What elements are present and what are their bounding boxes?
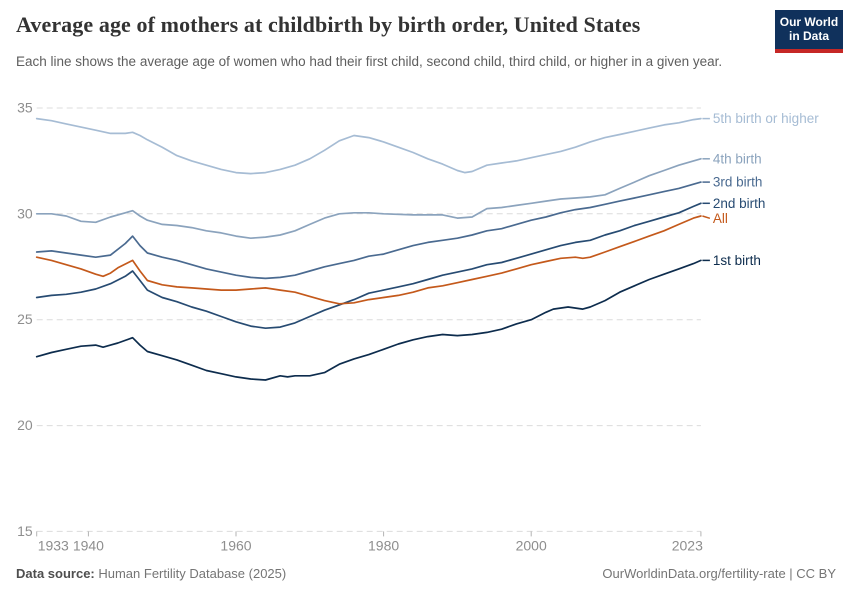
chart-footer: Data source: Human Fertility Database (2… bbox=[16, 566, 836, 581]
chart-subtitle: Each line shows the average age of women… bbox=[16, 54, 723, 69]
y-axis-label-30: 30 bbox=[17, 205, 33, 221]
series-line-2nd-birth bbox=[35, 202, 702, 330]
y-axis-label-35: 35 bbox=[17, 100, 33, 116]
series-label-tick-all bbox=[702, 215, 711, 220]
series-line-all bbox=[35, 215, 702, 305]
owid-logo-line1: Our World bbox=[779, 14, 839, 29]
series-label-3rd-birth: 3rd birth bbox=[713, 175, 763, 190]
y-axis-label-25: 25 bbox=[17, 311, 33, 327]
x-axis-label-1960: 1960 bbox=[220, 537, 251, 553]
y-axis-label-15: 15 bbox=[17, 523, 33, 539]
series-line-4th-birth bbox=[35, 157, 702, 240]
series-label-1st-birth: 1st birth bbox=[713, 253, 761, 268]
owid-logo-line2: in Data bbox=[788, 28, 829, 43]
x-axis-label-1940: 1940 bbox=[73, 537, 104, 553]
series-label-all: All bbox=[713, 211, 728, 226]
series-line-3rd-birth bbox=[35, 181, 702, 280]
x-axis-label-1980: 1980 bbox=[368, 537, 399, 553]
owid-logo: Our World in Data bbox=[775, 10, 843, 53]
x-axis-label-2000: 2000 bbox=[516, 537, 547, 553]
data-source: Data source: Human Fertility Database (2… bbox=[16, 566, 286, 581]
series-label-5th-birth-or-higher: 5th birth or higher bbox=[713, 111, 819, 126]
data-source-label: Data source: bbox=[16, 566, 95, 581]
series-line-5th-birth-or-higher bbox=[35, 117, 702, 175]
page-title: Average age of mothers at childbirth by … bbox=[16, 12, 641, 37]
x-axis-label-2023: 2023 bbox=[672, 537, 703, 553]
series-label-4th-birth: 4th birth bbox=[713, 151, 762, 166]
series-label-2nd-birth: 2nd birth bbox=[713, 196, 766, 211]
series-line-1st-birth bbox=[35, 259, 702, 381]
line-chart: 15 20 25 30 35 1933 1940 1960 1980 2000 2023 5th bi… bbox=[17, 100, 819, 554]
footer-credit: OurWorldinData.org/fertility-rate | CC B… bbox=[602, 566, 836, 581]
y-axis-label-20: 20 bbox=[17, 417, 33, 433]
data-source-value: Human Fertility Database (2025) bbox=[94, 566, 287, 581]
x-axis-label-1933: 1933 bbox=[38, 537, 69, 553]
